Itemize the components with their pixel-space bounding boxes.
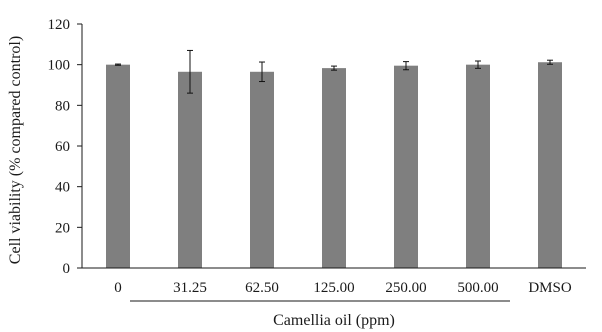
y-tick-label: 80: [55, 98, 70, 114]
y-tick-label: 100: [48, 58, 71, 74]
x-tick-label: 0: [114, 280, 122, 296]
bar-31.25: [178, 71, 202, 269]
x-tick-label: 31.25: [173, 280, 207, 296]
x-axis-tick-labels: 0 31.25 62.50 125.00 250.00 500.00 DMSO: [114, 280, 572, 296]
y-tick-label: 120: [48, 17, 71, 33]
bars: [106, 62, 562, 269]
bar-250.00: [394, 65, 418, 268]
bar-0: [106, 64, 130, 269]
y-tick-label: 40: [55, 180, 70, 196]
x-tick-label: 250.00: [385, 280, 426, 296]
y-axis-label: Cell viability (% compared control): [7, 36, 24, 264]
y-tick-label: 60: [55, 139, 70, 155]
x-tick-label: 125.00: [313, 280, 354, 296]
y-tick-label: 0: [63, 261, 71, 277]
y-tick-label: 20: [55, 220, 70, 236]
x-tick-label: 62.50: [245, 280, 279, 296]
x-tick-label: DMSO: [528, 280, 572, 296]
bar-62.50: [250, 71, 274, 269]
bar-125.00: [322, 68, 346, 268]
error-bars: [115, 49, 553, 94]
x-tick-label: 500.00: [457, 280, 498, 296]
bar-DMSO: [538, 62, 562, 268]
bar-500.00: [466, 64, 490, 269]
x-axis-label: Camellia oil (ppm): [273, 312, 395, 329]
y-axis-ticks: 0 20 40 60 80 100 120: [48, 17, 82, 277]
